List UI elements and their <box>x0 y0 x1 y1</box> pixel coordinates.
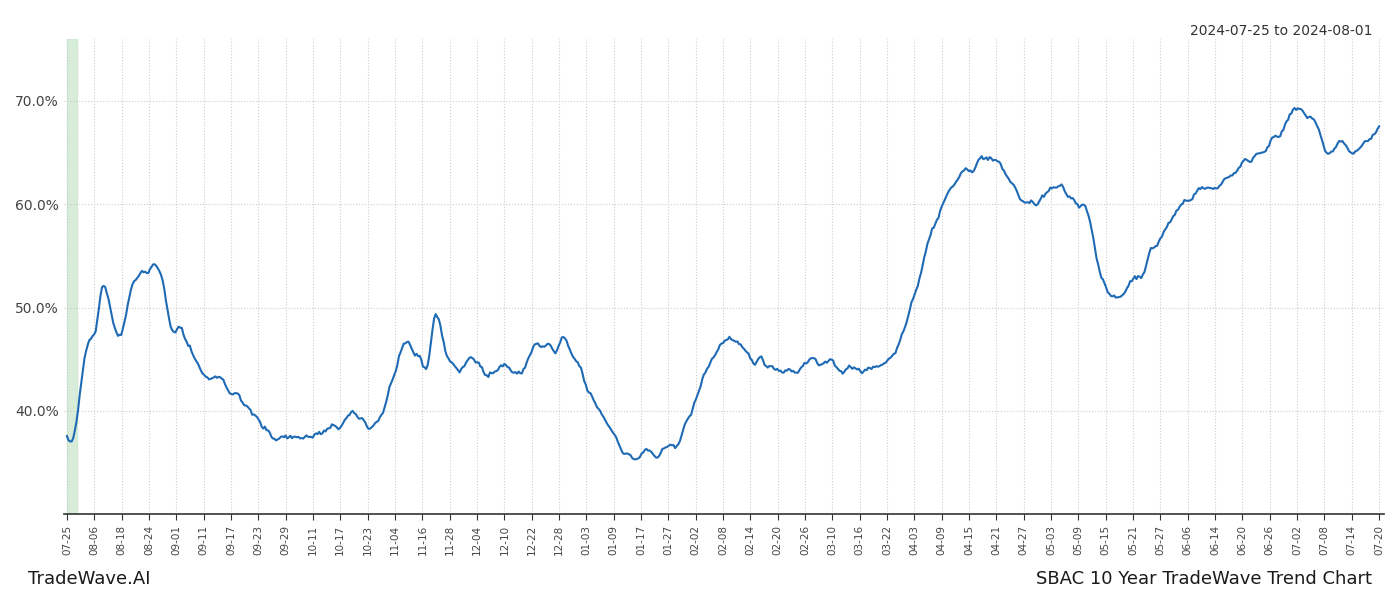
Text: TradeWave.AI: TradeWave.AI <box>28 570 151 588</box>
Text: SBAC 10 Year TradeWave Trend Chart: SBAC 10 Year TradeWave Trend Chart <box>1036 570 1372 588</box>
Text: 2024-07-25 to 2024-08-01: 2024-07-25 to 2024-08-01 <box>1190 24 1372 38</box>
Bar <box>67 39 77 514</box>
